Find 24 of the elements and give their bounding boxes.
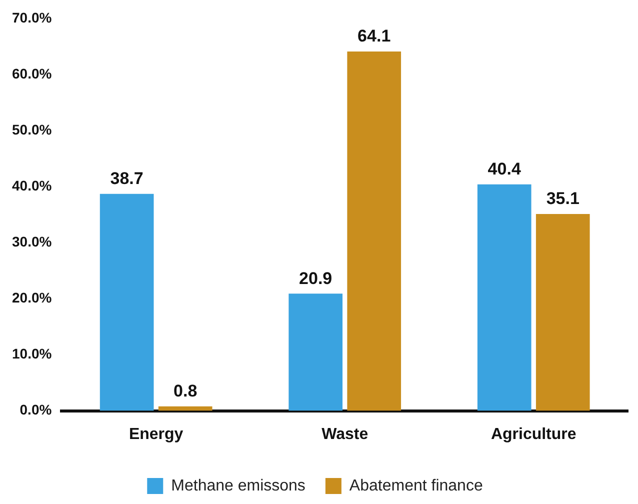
y-tick-label: 10.0%: [12, 346, 52, 362]
data-label: 64.1: [358, 26, 391, 46]
x-tick-label: Waste: [322, 426, 368, 443]
bar: [347, 51, 402, 411]
legend-label: Abatement finance: [349, 477, 483, 494]
y-tick-label: 40.0%: [12, 177, 52, 194]
y-tick-label: 60.0%: [12, 65, 52, 82]
data-label: 40.4: [488, 160, 522, 179]
bar: [477, 184, 532, 411]
y-tick-label: 50.0%: [12, 121, 52, 138]
data-label: 35.1: [546, 189, 580, 208]
y-tick-label: 0.0%: [20, 402, 52, 418]
data-label: 0.8: [174, 382, 198, 401]
bar: [536, 214, 590, 411]
y-tick-label: 20.0%: [12, 290, 52, 306]
data-label: 38.7: [110, 169, 144, 188]
y-tick-label: 30.0%: [12, 233, 52, 250]
x-tick-label: Energy: [128, 426, 184, 443]
x-tick-label: Agriculture: [490, 426, 576, 443]
data-label: 20.9: [299, 268, 332, 288]
y-tick-label: 70.0%: [12, 9, 52, 26]
legend-label: Methane emissons: [171, 477, 306, 494]
bar: [100, 194, 154, 411]
bar: [288, 294, 343, 411]
